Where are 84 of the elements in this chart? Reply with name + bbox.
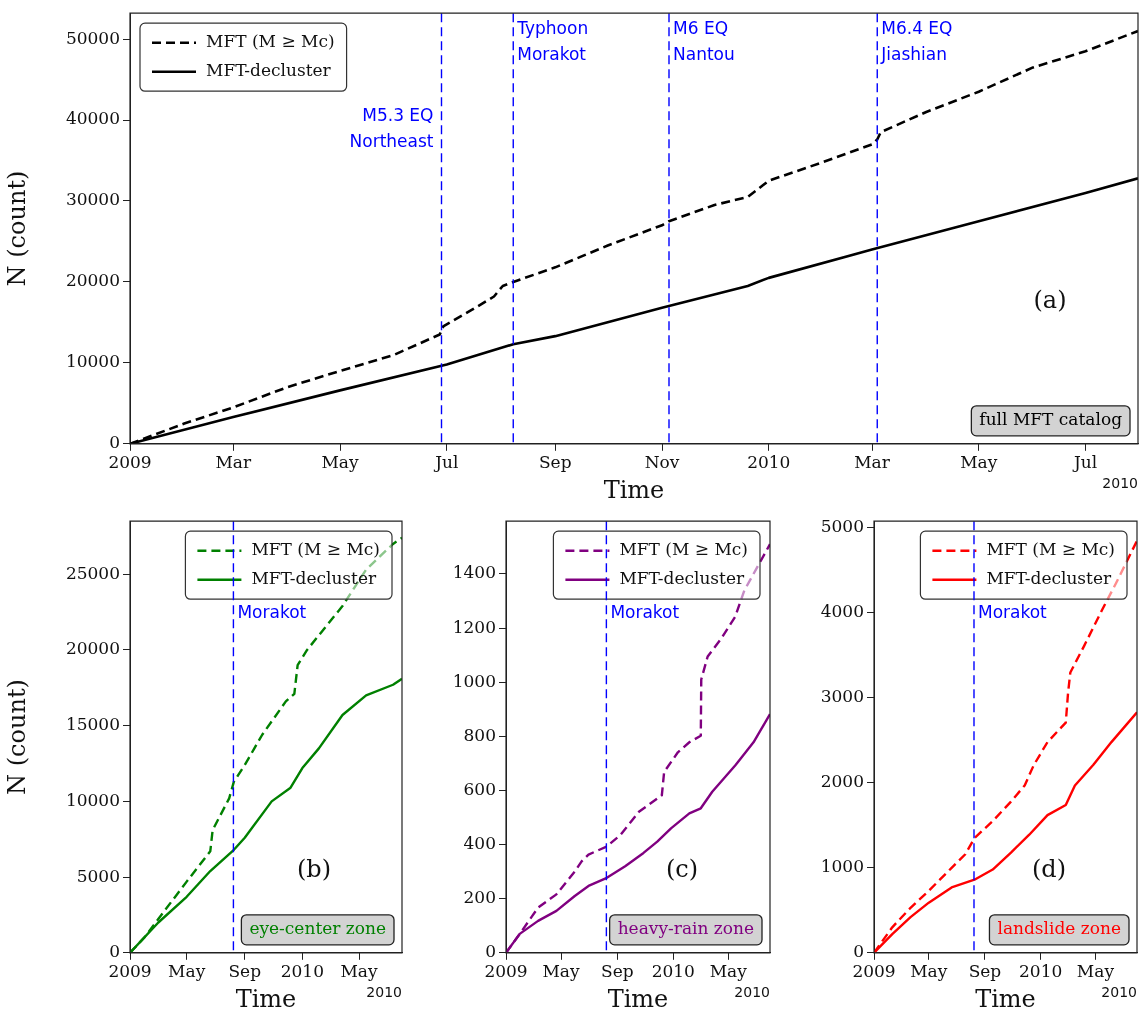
legend-label: MFT-decluster [986,568,1112,589]
y-tick-label: 5000 [76,865,120,886]
ref-line-label: M6.4 EQ Jiashian [880,18,953,65]
x-tick-label: 2010 [280,961,324,982]
x-tick-label: Mar [215,452,252,473]
annotation: landslide zone [997,918,1122,939]
x-tick-label: May [542,961,580,982]
y-tick-label: 0 [853,941,864,962]
y-tick-label: 30000 [65,189,120,210]
x-tick-label: May [321,452,359,473]
y-tick-label: 20000 [65,270,120,291]
ref-line-label: Morakot [610,602,680,623]
x-tick-label: 2009 [108,452,152,473]
legend-label: MFT (M ≥ Mc) [619,539,749,560]
y-tick-label: 15000 [65,714,120,735]
x-tick-label: Jul [433,452,459,473]
y-tick-label: 25000 [65,562,120,583]
x-tick-label: 2009 [108,961,152,982]
legend-label: MFT (M ≥ Mc) [986,539,1116,560]
y-tick-label: 0 [109,941,120,962]
x-axis-title: Time [603,475,665,504]
x-tick-label: May [340,961,378,982]
x-axis-title: Time [975,984,1036,1013]
ref-line-label: Morakot [977,602,1048,623]
text: 2010 [1101,984,1137,1001]
y-tick-label: 200 [463,887,496,908]
y-tick-label: 4000 [820,601,864,622]
y-tick-label: 0 [109,432,120,453]
annotation: heavy-rain zone [617,918,755,939]
annotation: (b) [296,855,332,884]
ref-line-label: M5.3 EQ Northeast [349,104,434,151]
text: 2010 [734,984,770,1001]
text: 2010 [1102,475,1138,492]
x-tick-label: May [1076,961,1115,982]
y-tick-label: 10000 [65,351,120,372]
x-tick-label: 2010 [747,452,791,473]
y-tick-label: 10000 [65,789,120,810]
y-axis-title: N (count) [2,170,31,287]
y-tick-label: 1000 [452,670,496,691]
x-axis-title: Time [235,984,297,1013]
y-tick-label: 0 [485,941,496,962]
y-tick-label: 400 [463,832,496,853]
annotation: (d) [1031,855,1067,884]
annotation: (a) [1033,285,1067,314]
annotation: (c) [665,855,699,884]
y-tick-label: 1400 [452,562,496,583]
x-tick-label: 2009 [484,961,528,982]
y-tick-label: 40000 [65,108,120,129]
x-tick-label: 2009 [852,961,896,982]
annotation: eye-center zone [249,918,386,939]
text: 2010 [366,984,402,1001]
y-axis-title: N (count) [2,679,31,795]
y-tick-label: 50000 [65,27,120,48]
y-tick-label: 20000 [65,638,120,659]
y-tick-label: 2000 [820,771,864,792]
x-tick-label: May [960,452,998,473]
ref-line-label: Typhoon Morakot [516,18,589,65]
x-tick-label: 2010 [1019,961,1063,982]
x-tick-label: Sep [601,961,634,982]
annotation: full MFT catalog [979,409,1123,430]
x-tick-label: Mar [854,452,891,473]
y-tick-label: 1200 [452,616,496,637]
x-tick-label: Nov [644,452,680,473]
x-tick-label: May [168,961,206,982]
x-tick-label: May [910,961,948,982]
y-tick-label: 600 [463,778,496,799]
legend-label: MFT-decluster [619,568,745,589]
x-tick-label: Jul [1071,452,1098,473]
legend-label: MFT (M ≥ Mc) [206,31,335,52]
x-tick-label: Sep [968,961,1002,982]
y-tick-label: 800 [463,724,496,745]
ref-line-label: Morakot [237,602,307,623]
legend-label: MFT-decluster [206,60,332,81]
x-tick-label: Sep [228,961,262,982]
ref-line-label: M6 EQ Nantou [673,18,735,65]
x-tick-label: 2010 [651,961,695,982]
x-axis-title: Time [607,984,669,1013]
y-tick-label: 5000 [820,516,864,537]
legend-label: MFT-decluster [251,568,377,589]
legend-label: MFT (M ≥ Mc) [251,539,381,560]
x-tick-label: May [709,961,748,982]
y-tick-label: 1000 [820,856,864,877]
y-tick-label: 3000 [820,686,864,707]
x-tick-label: Sep [538,452,572,473]
